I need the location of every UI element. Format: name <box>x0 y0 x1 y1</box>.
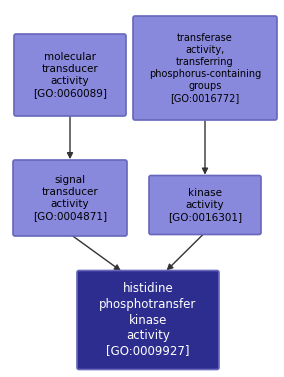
FancyBboxPatch shape <box>77 271 219 369</box>
FancyBboxPatch shape <box>149 176 261 234</box>
Text: kinase
activity
[GO:0016301]: kinase activity [GO:0016301] <box>168 188 242 222</box>
Text: histidine
phosphotransfer
kinase
activity
[GO:0009927]: histidine phosphotransfer kinase activit… <box>99 282 197 357</box>
Text: molecular
transducer
activity
[GO:0060089]: molecular transducer activity [GO:006008… <box>33 52 107 98</box>
Text: transferase
activity,
transferring
phosphorus-containing
groups
[GO:0016772]: transferase activity, transferring phosp… <box>149 33 261 103</box>
FancyBboxPatch shape <box>14 34 126 116</box>
Text: signal
transducer
activity
[GO:0004871]: signal transducer activity [GO:0004871] <box>33 175 107 221</box>
FancyBboxPatch shape <box>13 160 127 236</box>
FancyBboxPatch shape <box>133 16 277 120</box>
